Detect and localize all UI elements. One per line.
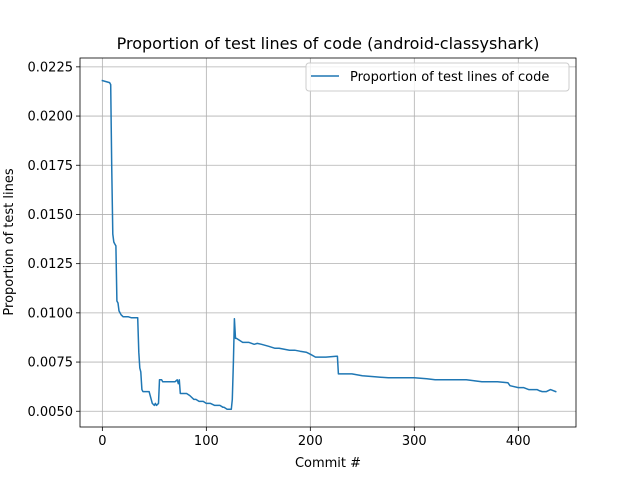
axis-ticks: 0 100 200 300 400 0.0050 0.0075 0.0100 0.0125 0.0… [28,60,531,449]
y-tick-label: 0.0100 [28,306,74,321]
legend-label: Proportion of test lines of code [350,70,549,85]
x-tick-label: 100 [194,434,219,449]
y-tick-label: 0.0200 [28,110,74,125]
x-tick-label: 300 [402,434,427,449]
y-tick-label: 0.0125 [28,257,74,272]
series-layer [101,79,557,411]
y-tick-label: 0.0175 [28,159,74,174]
plot-frame [79,57,577,428]
x-tick-label: 0 [98,434,106,449]
legend: Proportion of test lines of code [305,62,570,92]
x-tick-label: 200 [298,434,323,449]
y-tick-label: 0.0150 [28,208,74,223]
y-tick-label: 0.0075 [28,356,74,371]
x-tick-label: 400 [506,434,531,449]
legend-box [305,62,570,92]
grid [80,58,576,427]
y-tick-label: 0.0050 [28,405,74,420]
x-axis-label: Commit # [295,456,361,471]
chart-title: Proportion of test lines of code (androi… [117,34,540,53]
series-line [101,79,557,411]
y-tick-label: 0.0225 [28,60,74,75]
y-axis-label: Proportion of test lines [2,168,17,315]
